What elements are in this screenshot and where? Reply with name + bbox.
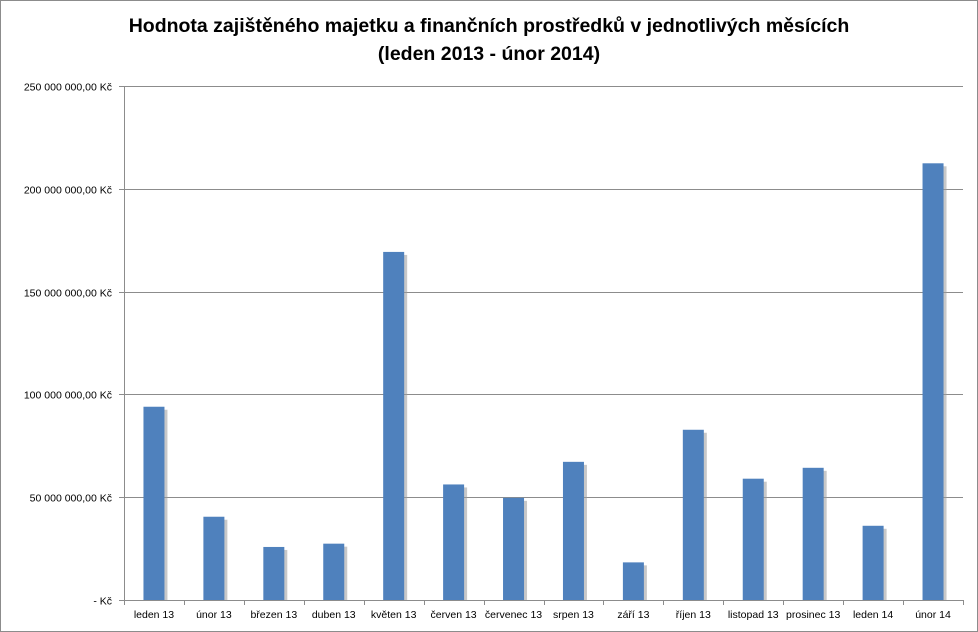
bar bbox=[503, 497, 525, 600]
bar bbox=[742, 478, 764, 600]
bar bbox=[802, 467, 824, 600]
x-tick-label: červenec 13 bbox=[485, 609, 542, 621]
bar bbox=[562, 461, 584, 600]
chart-title: Hodnota zajištěného majetku a finančních… bbox=[0, 12, 978, 68]
y-tick-label: 200 000 000,00 Kč bbox=[24, 185, 112, 197]
bar bbox=[263, 546, 285, 600]
bar bbox=[862, 525, 884, 600]
x-tick-label: srpen 13 bbox=[553, 609, 594, 621]
x-tick-label: leden 14 bbox=[853, 609, 893, 621]
bar bbox=[922, 163, 944, 600]
bar bbox=[682, 429, 704, 600]
x-tick-label: prosinec 13 bbox=[786, 609, 840, 621]
x-tick-label: únor 14 bbox=[915, 609, 951, 621]
x-tick-label: červen 13 bbox=[431, 609, 477, 621]
chart-title-line-2: (leden 2013 - únor 2014) bbox=[377, 43, 601, 65]
bar bbox=[323, 543, 345, 600]
bar bbox=[622, 562, 644, 600]
bar bbox=[203, 516, 225, 600]
bar bbox=[383, 251, 405, 601]
y-tick-label: 150 000 000,00 Kč bbox=[24, 288, 112, 300]
x-tick-label: listopad 13 bbox=[728, 609, 779, 621]
x-tick-label: únor 13 bbox=[196, 609, 232, 621]
y-tick-label: 50 000 000,00 Kč bbox=[30, 493, 112, 505]
x-tick-label: květen 13 bbox=[371, 609, 417, 621]
y-tick-label: 100 000 000,00 Kč bbox=[24, 390, 112, 402]
bar bbox=[443, 484, 465, 600]
y-tick-label: 250 000 000,00 Kč bbox=[24, 82, 112, 94]
x-tick-label: říjen 13 bbox=[676, 609, 711, 621]
x-tick-label: leden 13 bbox=[134, 609, 174, 621]
x-tick-label: září 13 bbox=[617, 609, 649, 621]
x-tick-label: duben 13 bbox=[312, 609, 356, 621]
bar bbox=[143, 406, 165, 600]
chart-title-line-1: Hodnota zajištěného majetku a finančních… bbox=[128, 15, 850, 37]
y-tick-label: - Kč bbox=[93, 596, 112, 608]
x-tick-label: březen 13 bbox=[250, 609, 297, 621]
